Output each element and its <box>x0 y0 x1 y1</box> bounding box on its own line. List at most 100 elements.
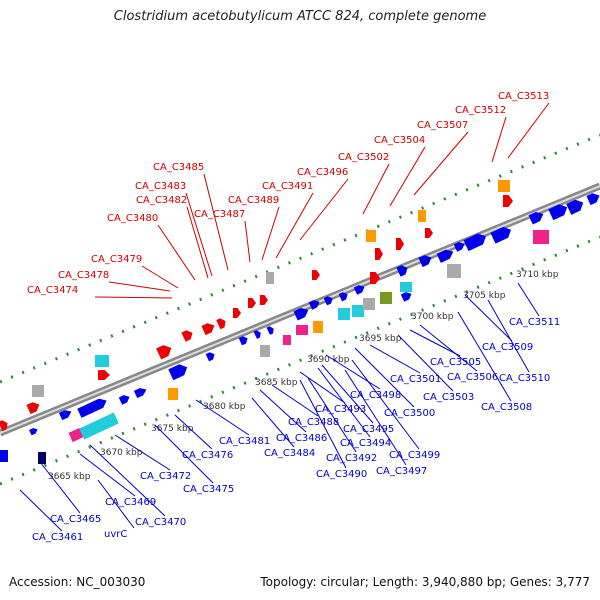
gene-label-ca-c3503: CA_C3503 <box>423 392 474 403</box>
leader-ca-c3501 <box>369 344 421 374</box>
gene-label-ca-c3502: CA_C3502 <box>338 152 389 163</box>
gene-label-ca-c3494: CA_C3494 <box>340 438 391 449</box>
leader-ca-c3512 <box>491 116 507 163</box>
gene-feature-red-18 <box>181 330 193 342</box>
leader-ca-c3509 <box>464 294 513 342</box>
gene-label-ca-c3465: CA_C3465 <box>50 514 101 525</box>
gene-label-ca-c3495: CA_C3495 <box>343 424 394 435</box>
gene-feature-red-4 <box>0 420 8 432</box>
leader-ca-c3470 <box>89 444 166 517</box>
leader-ca-c3497 <box>344 369 407 466</box>
gene-feature-red-64 <box>503 195 513 207</box>
leader-ca-c3479 <box>141 265 179 289</box>
gene-label-ca-c3486: CA_C3486 <box>276 433 327 444</box>
gene-label-ca-c3501: CA_C3501 <box>390 374 441 385</box>
leader-ca-c3487 <box>244 220 251 263</box>
gene-feature-blue-41 <box>396 265 408 277</box>
gene-feature-blue-39 <box>353 285 365 295</box>
gene-label-ca-c3474: CA_C3474 <box>27 285 78 296</box>
gene-feature-navy-10 <box>38 452 46 464</box>
leader-ca-c3472 <box>114 434 171 471</box>
gene-label-ca-c3499: CA_C3499 <box>389 450 440 461</box>
gene-feature-orange-63 <box>498 180 510 192</box>
gene-label-ca-c3505: CA_C3505 <box>430 357 481 368</box>
strand-tick-rows <box>0 133 600 486</box>
leader-ca-c3505 <box>409 329 461 357</box>
gene-label-ca-c3490: CA_C3490 <box>316 469 367 480</box>
gene-feature-blue-30 <box>308 300 320 310</box>
top-tick-row <box>0 133 600 384</box>
gene-feature-cyan-1 <box>95 355 109 367</box>
leader-ca-c3500 <box>354 347 415 408</box>
gene-feature-blue-50 <box>548 204 568 221</box>
gene-label-ca-c3511: CA_C3511 <box>509 317 560 328</box>
gene-feature-cyan-6 <box>79 412 119 440</box>
leader-ca-c3513 <box>507 102 550 159</box>
gene-feature-blue-46 <box>490 226 512 244</box>
gene-label-ca-c3483: CA_C3483 <box>135 181 186 192</box>
leader-ca-c3469 <box>79 453 136 497</box>
gene-feature-red-17 <box>156 345 172 360</box>
gene-label-ca-c3488: CA_C3488 <box>288 417 339 428</box>
gene-feature-blue-52 <box>586 193 600 206</box>
gene-label-ca-c3512: CA_C3512 <box>455 105 506 116</box>
gene-label-ca-c3479: CA_C3479 <box>91 254 142 265</box>
gene-feature-blue-47 <box>453 242 465 252</box>
gene-feature-orange-15 <box>168 388 178 400</box>
leader-ca-c3474 <box>94 296 173 299</box>
gene-feature-gray-34 <box>363 298 375 310</box>
leader-ca-c3498 <box>325 354 381 390</box>
gene-feature-blue-14 <box>118 395 130 405</box>
gene-feature-magenta-27 <box>296 325 308 335</box>
gene-label-ca-c3506: CA_C3506 <box>447 372 498 383</box>
leader-ca-c3483 <box>185 192 213 277</box>
leader-ca-c3506 <box>419 324 478 372</box>
gene-feature-blue-45 <box>463 233 486 252</box>
gene-feature-red-57 <box>312 270 320 280</box>
gene-feature-blue-29 <box>293 308 309 321</box>
gene-feature-magenta-26 <box>283 335 291 345</box>
leader-ca-c3502 <box>362 163 390 215</box>
leader-ca-c3476 <box>174 414 213 450</box>
leader-ca-c3484 <box>251 397 295 448</box>
gene-feature-blue-24 <box>266 326 274 335</box>
gene-feature-magenta-48 <box>533 230 549 244</box>
leader-ca-c3496 <box>299 178 349 241</box>
leader-uvrc <box>97 479 135 529</box>
label-leader-lines <box>19 102 550 532</box>
gene-label-ca-c3493: CA_C3493 <box>315 404 366 415</box>
scale-label-3705-kbp: 3705 kbp <box>463 291 506 301</box>
gene-label-ca-c3484: CA_C3484 <box>264 448 315 459</box>
scale-label-3675-kbp: 3675 kbp <box>151 424 194 434</box>
gene-feature-blue-42 <box>418 255 432 268</box>
gene-label-ca-c3470: CA_C3470 <box>135 517 186 528</box>
gene-label-ca-c3482: CA_C3482 <box>136 195 187 206</box>
gene-features <box>0 180 600 464</box>
gene-feature-blue-31 <box>323 296 333 306</box>
gene-feature-red-54 <box>233 308 241 318</box>
gene-feature-blue-7 <box>77 398 107 418</box>
gene-label-ca-c3472: CA_C3472 <box>140 471 191 482</box>
gene-feature-gray-25 <box>260 345 270 357</box>
gene-feature-red-55 <box>248 298 256 308</box>
scale-label-3665-kbp: 3665 kbp <box>48 472 91 482</box>
accession-text: Accession: NC_003030 <box>9 575 146 589</box>
gene-label-ca-c3461: CA_C3461 <box>32 532 83 543</box>
gene-label-ca-c3509: CA_C3509 <box>482 342 533 353</box>
gene-label-ca-c3481: CA_C3481 <box>219 436 270 447</box>
gene-feature-red-20 <box>216 318 226 330</box>
leader-ca-c3475 <box>154 424 214 484</box>
gene-label-ca-c3497: CA_C3497 <box>376 466 427 477</box>
gene-label-ca-c3513: CA_C3513 <box>498 91 549 102</box>
gene-label-ca-c3476: CA_C3476 <box>182 450 233 461</box>
gene-feature-red-56 <box>260 295 268 305</box>
gene-feature-cyan-32 <box>338 308 350 320</box>
leader-ca-c3492 <box>307 377 357 453</box>
gene-label-ca-c3496: CA_C3496 <box>297 167 348 178</box>
gene-feature-blue-23 <box>253 330 261 339</box>
scale-label-3710-kbp: 3710 kbp <box>516 270 559 280</box>
map-title: Clostridium acetobutylicum ATCC 824, com… <box>113 9 487 24</box>
leader-ca-c3486 <box>259 389 307 433</box>
leader-ca-c3489 <box>261 206 280 261</box>
